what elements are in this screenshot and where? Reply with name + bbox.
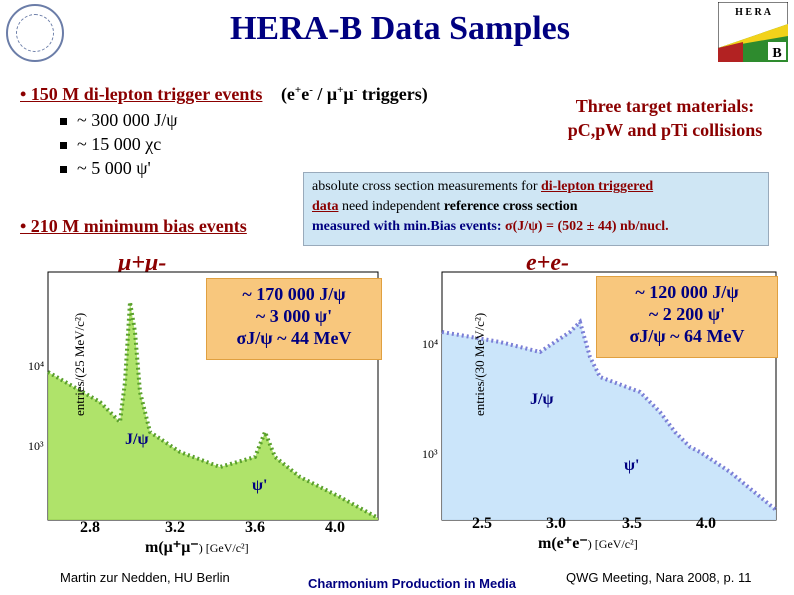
- x-tick-label: 3.6: [245, 519, 265, 536]
- footer-talk-title: Charmonium Production in Media: [308, 576, 517, 591]
- x-tick-label: 3.0: [546, 515, 566, 532]
- x-tick-label: 2.8: [80, 519, 100, 536]
- jpsi-peak-label: J/ψ: [125, 431, 148, 448]
- svg-text:B: B: [772, 46, 781, 61]
- targets-line2: pC,pW and pTi collisions: [567, 120, 763, 140]
- y-axis-label: entries/(30 MeV/c²): [472, 313, 487, 416]
- footer-author: Martin zur Nedden, HU Berlin: [60, 570, 230, 585]
- list-item: ~ 300 000 J/ψ: [60, 110, 178, 131]
- x-tick-label: 3.5: [622, 515, 642, 532]
- x-axis-label: m(e⁺e⁻) [GeV/c²]: [538, 535, 638, 552]
- ee-mass-plot: entries/(30 MeV/c²) 10⁴ 10³ 2.5 3.0 3.5 …: [422, 271, 778, 552]
- list-item: ~ 15 000 χc: [60, 134, 161, 155]
- y-axis-label: entries/(25 MeV/c²): [72, 313, 87, 416]
- y-tick-label: 10³: [28, 439, 44, 453]
- hera-b-logo: H E R A B: [718, 2, 788, 62]
- psiprime-peak-label: ψ': [252, 477, 267, 494]
- dilepton-events: • 150 M di-lepton trigger events (e+e- /…: [20, 84, 428, 104]
- psiprime-peak-label: ψ': [624, 457, 639, 474]
- y-tick-label: 10³: [422, 447, 438, 461]
- footer-meeting: QWG Meeting, Nara 2008, p. 11: [566, 570, 752, 585]
- x-axis-label: m(μ⁺μ⁻) [GeV/c²]: [145, 539, 249, 556]
- y-tick-label: 10⁴: [28, 359, 44, 373]
- x-tick-label: 3.2: [165, 519, 185, 536]
- x-tick-label: 4.0: [325, 519, 345, 536]
- mumu-yield-box: ~ 170 000 J/ψ ~ 3 000 ψ' σJ/ψ ~ 44 MeV: [206, 278, 382, 360]
- ee-fit-area: [442, 322, 776, 520]
- y-tick-label: 10⁴: [422, 337, 438, 351]
- mumu-fit-area: [48, 302, 378, 520]
- university-seal: [6, 4, 64, 62]
- minbias-events: • 210 M minimum bias events: [20, 216, 247, 236]
- x-tick-label: 2.5: [472, 515, 492, 532]
- list-item: ~ 5 000 ψ': [60, 158, 151, 179]
- targets-line1: Three target materials:: [575, 96, 755, 116]
- mumu-fit-curve: [47, 301, 379, 520]
- ee-yield-box: ~ 120 000 J/ψ ~ 2 200 ψ' σJ/ψ ~ 64 MeV: [596, 276, 778, 358]
- x-tick-label: 4.0: [696, 515, 716, 532]
- ee-fit-curve: [441, 318, 778, 512]
- page-title: HERA-B Data Samples: [229, 10, 571, 47]
- svg-text:H E R A: H E R A: [735, 7, 772, 18]
- cross-section-info-box: absolute cross section measurements for …: [303, 172, 769, 246]
- jpsi-peak-label: J/ψ: [530, 391, 553, 408]
